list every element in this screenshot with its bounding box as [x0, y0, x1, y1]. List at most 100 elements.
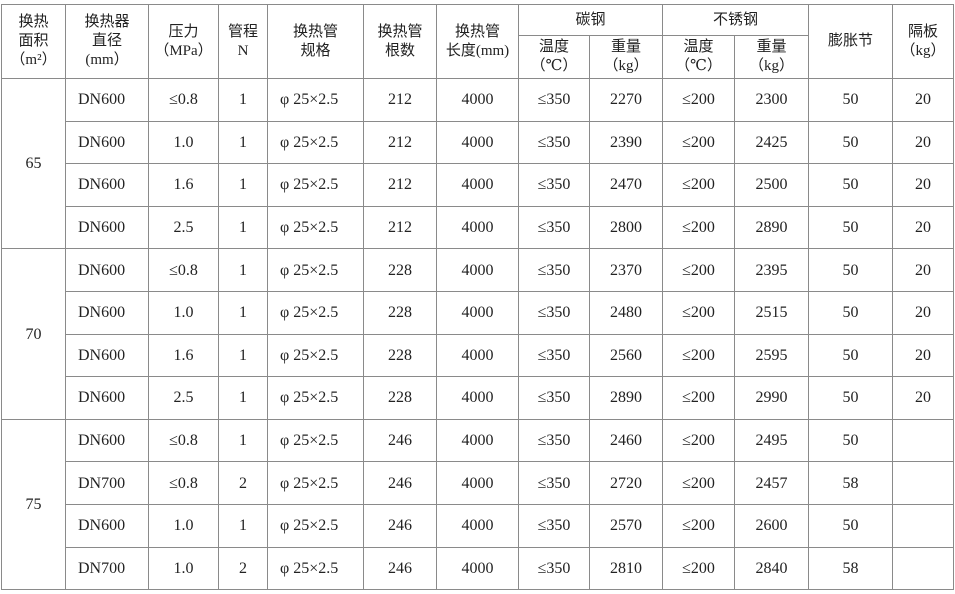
table-cell: ≤0.8	[148, 248, 219, 292]
table-cell: ≤200	[662, 461, 735, 505]
table-cell: 2460	[589, 418, 663, 463]
table-cell: DN600	[65, 78, 149, 122]
table-cell: 212	[363, 78, 437, 122]
table-cell: DN600	[65, 503, 149, 548]
table-cell	[892, 546, 954, 591]
table-cell: 20	[892, 78, 954, 122]
header-expansion-joint: 膨胀节	[808, 4, 893, 79]
header-pressure: 压力 （MPa）	[148, 4, 219, 79]
table-cell: 1	[218, 376, 268, 420]
table-cell: 1	[218, 163, 268, 207]
table-cell: 4000	[436, 120, 519, 165]
table-cell: 212	[363, 163, 437, 207]
table-cell: 20	[892, 163, 954, 207]
table-cell: φ 25×2.5	[267, 503, 364, 548]
table-cell: 246	[363, 546, 437, 591]
table-row: DN700 1.0 2 φ 25×2.5 246 4000 ≤350 2810 ≤200 2840…	[2, 546, 954, 591]
table-cell: 246	[363, 461, 437, 505]
table-cell: ≤350	[518, 290, 590, 335]
table-cell: ≤200	[662, 78, 735, 122]
header-passes: 管程 N	[218, 4, 268, 79]
table-cell: 58	[808, 461, 893, 505]
table-cell: 2425	[734, 120, 809, 165]
table-cell: ≤350	[518, 78, 590, 122]
table-cell: 2495	[734, 418, 809, 463]
table-cell: 1.0	[148, 290, 219, 335]
table-cell: ≤350	[518, 163, 590, 207]
table-cell: φ 25×2.5	[267, 290, 364, 335]
table-cell: ≤350	[518, 503, 590, 548]
table-cell: 4000	[436, 461, 519, 505]
table-cell: 2370	[589, 248, 663, 292]
table-cell: 1	[218, 333, 268, 378]
table-cell: DN600	[65, 418, 149, 463]
table-cell: 58	[808, 546, 893, 591]
table-cell: 1.0	[148, 120, 219, 165]
header-area: 换热 面积 （m²）	[1, 4, 66, 79]
table-cell: ≤350	[518, 205, 590, 250]
table-cell: 2990	[734, 376, 809, 420]
table-cell: ≤350	[518, 248, 590, 292]
table-cell: ≤350	[518, 418, 590, 463]
area-cell: 75	[1, 418, 66, 591]
table-cell: 2570	[589, 503, 663, 548]
table-cell: 50	[808, 503, 893, 548]
table-cell: 1	[218, 205, 268, 250]
table-cell: 2595	[734, 333, 809, 378]
table-cell: 2810	[589, 546, 663, 591]
header-cs-weight: 重量 （kg）	[589, 35, 663, 79]
table-cell: 1	[218, 248, 268, 292]
table-row: DN600 1.6 1 φ 25×2.5 228 4000 ≤350 2560 ≤200 2595…	[2, 333, 954, 378]
table-cell: 212	[363, 120, 437, 165]
table-cell: 50	[808, 205, 893, 250]
table-cell: 2500	[734, 163, 809, 207]
table-cell: φ 25×2.5	[267, 376, 364, 420]
table-cell	[892, 503, 954, 548]
header-tube-length: 换热管 长度(mm)	[436, 4, 519, 79]
table-cell: 20	[892, 120, 954, 165]
table-cell: DN600	[65, 205, 149, 250]
table-cell: 4000	[436, 418, 519, 463]
table-cell: 4000	[436, 333, 519, 378]
table-cell: 4000	[436, 503, 519, 548]
header-tube-spec: 换热管 规格	[267, 4, 364, 79]
table-cell: ≤0.8	[148, 461, 219, 505]
header-stainless-steel: 不锈钢	[662, 4, 809, 36]
table-cell: 2.5	[148, 376, 219, 420]
table-cell: ≤200	[662, 248, 735, 292]
table-cell: 4000	[436, 546, 519, 591]
table-cell: φ 25×2.5	[267, 205, 364, 250]
table-cell: 50	[808, 78, 893, 122]
table-cell: DN700	[65, 546, 149, 591]
table-cell: 246	[363, 503, 437, 548]
table-cell: DN600	[65, 333, 149, 378]
table-row: DN600 1.0 1 φ 25×2.5 228 4000 ≤350 2480 ≤200 2515…	[2, 290, 954, 335]
table-cell: φ 25×2.5	[267, 333, 364, 378]
table-row: DN600 1.6 1 φ 25×2.5 212 4000 ≤350 2470 ≤200 2500…	[2, 163, 954, 207]
table-cell: 50	[808, 248, 893, 292]
table-cell: 50	[808, 290, 893, 335]
table-cell: ≤200	[662, 120, 735, 165]
table-cell: 20	[892, 376, 954, 420]
table-cell: ≤200	[662, 418, 735, 463]
table-cell: 2300	[734, 78, 809, 122]
header-cs-temp: 温度 （℃）	[518, 35, 590, 79]
table-row: DN600 1.0 1 φ 25×2.5 246 4000 ≤350 2570 ≤200 2600…	[2, 503, 954, 548]
table-cell: 2840	[734, 546, 809, 591]
table-cell: 20	[892, 290, 954, 335]
table-cell: 50	[808, 376, 893, 420]
table-cell: 246	[363, 418, 437, 463]
table-cell: 1	[218, 120, 268, 165]
table-cell: 1	[218, 418, 268, 463]
table-cell: 4000	[436, 248, 519, 292]
table-cell: ≤200	[662, 376, 735, 420]
table-cell: 20	[892, 333, 954, 378]
heat-exchanger-spec-table: 换热 面积 （m²） 换热器 直径 (mm） 压力 （MPa） 管程 N 换热管 规格 换热管…	[1, 4, 954, 591]
table-cell: ≤200	[662, 546, 735, 591]
table-cell: ≤350	[518, 546, 590, 591]
table-cell: DN600	[65, 376, 149, 420]
area-cell: 70	[1, 248, 66, 420]
header-carbon-steel: 碳钢	[518, 4, 663, 36]
table-cell: ≤200	[662, 205, 735, 250]
table-cell: DN600	[65, 248, 149, 292]
